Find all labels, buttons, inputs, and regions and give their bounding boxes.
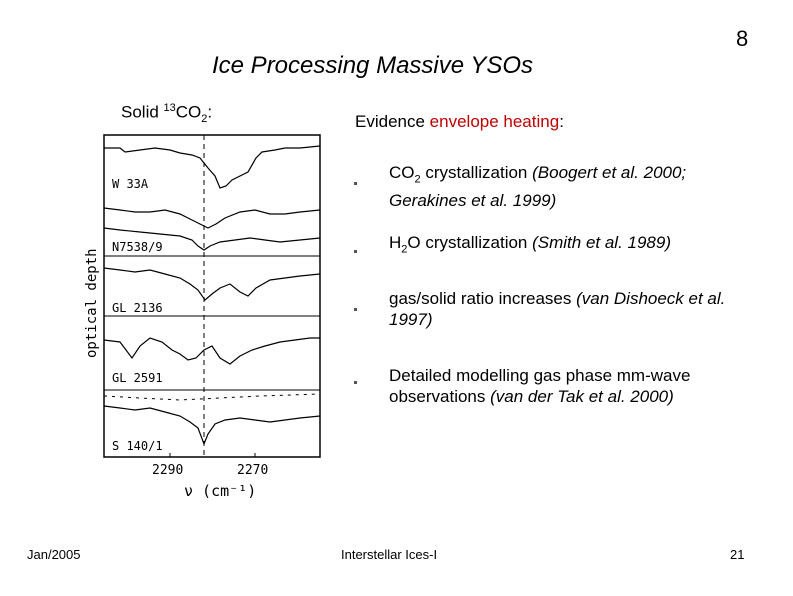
bullet-main: O crystallization [407,233,533,252]
bullet-pre: H [389,233,402,252]
figure-label-main: CO [175,102,202,122]
figure-label-suffix: : [207,102,213,122]
bullet-reference: (Smith et al. 1989) [532,233,672,252]
spectrum-s140 [103,405,321,446]
bullet-dot [354,250,357,253]
bullet-sub: 2 [401,243,408,256]
bullet-sub: 2 [414,173,421,186]
evidence-lead: Evidence [355,112,430,131]
bullet-item: gas/solid ratio increases (van Dishoeck … [389,288,729,330]
bullet-reference: (van der Tak et al. 2000) [490,387,674,406]
spectrum-w33a [104,145,321,189]
x-tick-label: 2290 [152,463,183,478]
spectrum-gl2136 [103,267,321,301]
bullet-main: crystallization [420,163,533,182]
spectra-figure: W 33A N7538/9 GL 2136 GL 2591 S 140/1 op… [84,134,321,500]
bullet-dot [354,381,357,384]
figure-label-prefix: Solid [121,102,164,122]
bullet-dot [354,182,357,185]
figure-label: Solid 13CO2: [121,102,212,125]
figure-label-sub: 2 [201,113,208,126]
bullet-main: gas/solid ratio increases [389,289,577,308]
slide-title: Ice Processing Massive YSOs [212,52,534,79]
bullet-item: H2O crystallization (Smith et al. 1989) [389,232,729,260]
spectrum-s140-b [103,393,321,401]
bullet-reference: (van Dishoeck et al. 1997) [389,289,726,329]
panel-label: GL 2591 [112,371,163,385]
evidence-colon: : [559,112,564,131]
plot-frame [103,134,321,458]
y-axis-label: optical depth [84,248,100,358]
x-tick-label: 2270 [237,463,268,478]
spectrum-n7538 [103,227,321,251]
slide-number: 8 [736,26,749,51]
bullet-pre: CO [389,163,415,182]
bullet-main: Detailed modelling gas phase mm-wave obs… [389,366,691,406]
panel-label: GL 2136 [112,301,163,315]
panel-label: N7538/9 [112,240,163,254]
footer-title: Interstellar Ices-I [341,547,438,562]
footer-date: Jan/2005 [27,547,81,562]
bullet-reference: (Boogert et al. 2000; Gerakines et al. 1… [389,163,687,211]
figure-label-sup: 13 [163,102,176,114]
footer-page-number: 21 [730,547,745,562]
evidence-heading: Evidence envelope heating: [355,112,564,132]
bullet-dot [354,308,357,311]
spectrum-gl2591 [103,337,320,365]
bullet-item: CO2 crystallization (Boogert et al. 2000… [389,162,729,211]
bullet-item: Detailed modelling gas phase mm-wave obs… [389,365,729,407]
spectrum-w33a-b [103,207,321,229]
panel-label: W 33A [112,177,149,191]
panel-label: S 140/1 [112,439,163,453]
evidence-highlight: envelope heating [429,112,560,131]
x-axis-label: ν (cm⁻¹) [184,482,256,500]
